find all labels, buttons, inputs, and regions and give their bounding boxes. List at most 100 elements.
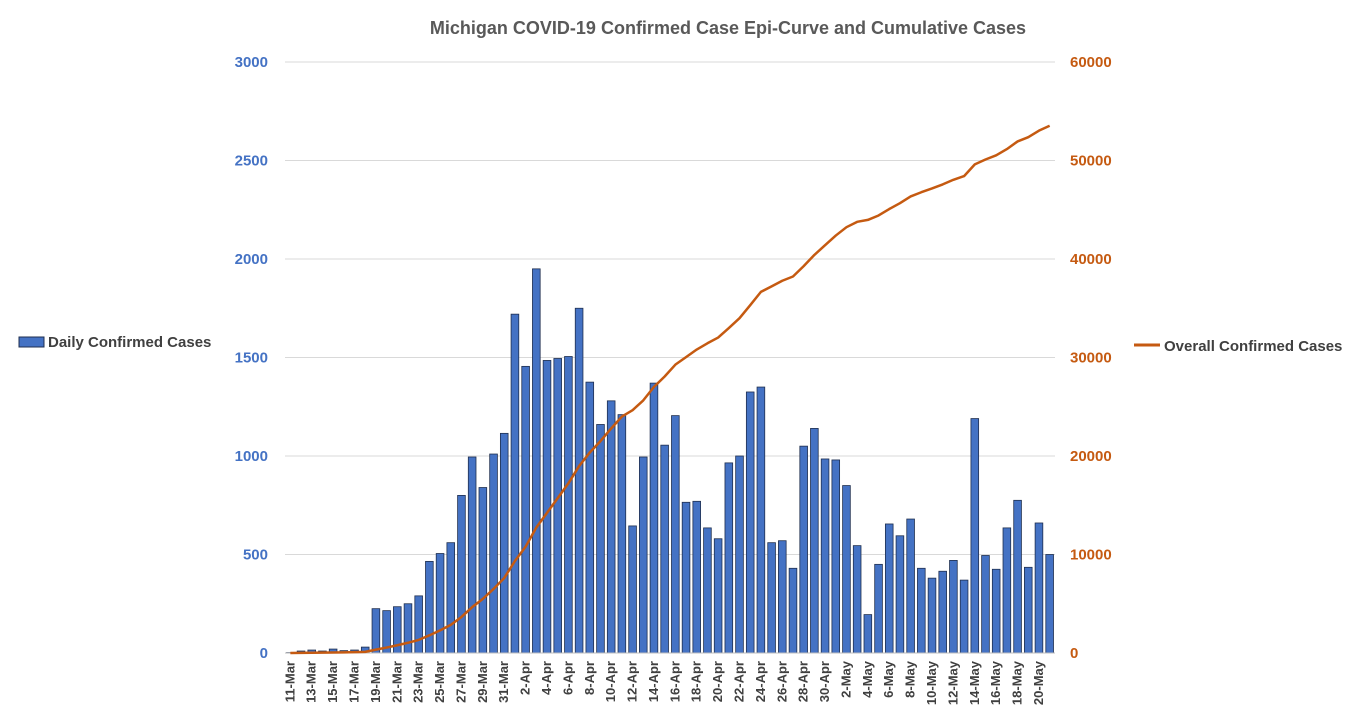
- bar: [949, 560, 958, 654]
- bar: [478, 487, 488, 654]
- x-tick-label: 22-Apr: [732, 661, 747, 702]
- bar: [917, 567, 926, 654]
- bar: [1034, 522, 1044, 654]
- x-tick-label: 8-Apr: [582, 661, 597, 695]
- x-tick-label: 14-Apr: [646, 661, 661, 702]
- left-y-tick-label: 1000: [235, 448, 268, 465]
- bar: [435, 553, 445, 654]
- x-axis-labels: 11-Mar 13-Mar 15-Mar 17-Mar 19-Mar 21-Mar 23-M…: [282, 660, 1046, 705]
- bar: [425, 560, 434, 654]
- bar: [970, 418, 980, 654]
- left-y-axis: 0 500 1000 1500 2000 2500 3000: [235, 54, 268, 662]
- x-tick-label: 12-May: [945, 660, 960, 705]
- left-y-tick-label: 3000: [235, 54, 268, 71]
- x-tick-label: 21-Mar: [389, 661, 404, 703]
- left-y-tick-label: 0: [260, 645, 268, 662]
- bar: [842, 485, 851, 654]
- bar: [649, 382, 659, 654]
- left-y-tick-label: 1500: [235, 350, 268, 367]
- x-tick-label: 15-Mar: [325, 661, 340, 703]
- x-tick-label: 16-May: [988, 660, 1003, 705]
- bar: [628, 525, 637, 654]
- legend-daily-swatch: [18, 336, 45, 348]
- x-tick-label: 12-Apr: [625, 661, 640, 702]
- x-tick-label: 2-Apr: [518, 661, 533, 695]
- x-tick-label: 11-Mar: [282, 661, 297, 702]
- x-tick-label: 20-May: [1031, 660, 1046, 705]
- right-y-tick-label: 60000: [1070, 54, 1112, 71]
- x-tick-label: 6-May: [881, 660, 896, 698]
- bar: [735, 455, 744, 654]
- bar: [467, 456, 477, 654]
- bar: [499, 432, 509, 654]
- bar: [1024, 566, 1033, 654]
- x-tick-label: 18-May: [1010, 660, 1025, 705]
- bar: [606, 400, 616, 654]
- bar: [692, 500, 701, 654]
- bar: [927, 577, 937, 654]
- legend-daily: Daily Confirmed Cases: [18, 334, 211, 351]
- x-tick-label: 2-May: [838, 660, 853, 698]
- x-tick-label: 14-May: [967, 660, 982, 705]
- bar: [446, 542, 456, 654]
- bar: [671, 415, 680, 654]
- bar: [906, 518, 915, 654]
- x-tick-label: 13-Mar: [304, 661, 319, 703]
- bar: [863, 614, 873, 654]
- bar: [542, 360, 552, 654]
- right-y-axis: 0 10000 20000 30000 40000 50000 60000: [1070, 54, 1112, 662]
- bar: [681, 501, 691, 654]
- bar: [617, 414, 627, 654]
- x-tick-label: 6-Apr: [560, 661, 575, 695]
- bar: [585, 381, 595, 654]
- cumulative-line-path: [290, 124, 1051, 655]
- bar: [713, 538, 723, 654]
- right-y-tick-label: 40000: [1070, 251, 1112, 268]
- bar: [596, 424, 605, 654]
- bar: [489, 453, 498, 654]
- right-y-tick-label: 0: [1070, 645, 1078, 662]
- bar: [895, 535, 905, 654]
- bar: [703, 527, 712, 654]
- bar: [959, 579, 969, 654]
- bar: [371, 608, 381, 654]
- bar: [874, 563, 883, 654]
- bar: [457, 494, 466, 654]
- bar: [564, 356, 573, 654]
- x-tick-label: 4-Apr: [539, 661, 554, 695]
- bar: [831, 459, 841, 654]
- legend-overall-label: Overall Confirmed Cases: [1164, 338, 1342, 355]
- x-tick-label: 25-Mar: [432, 661, 447, 703]
- bar: [574, 307, 584, 654]
- bar: [1013, 499, 1022, 654]
- bar: [756, 386, 766, 654]
- x-tick-label: 26-Apr: [774, 661, 789, 702]
- right-y-tick-label: 50000: [1070, 153, 1112, 170]
- x-tick-label: 4-May: [860, 660, 875, 698]
- bar: [884, 523, 894, 654]
- bar: [938, 570, 947, 654]
- x-tick-label: 16-Apr: [667, 661, 682, 702]
- bar: [1045, 554, 1054, 654]
- bar: [521, 365, 530, 654]
- left-y-tick-label: 500: [243, 547, 268, 564]
- bar: [767, 542, 776, 654]
- bar: [1002, 527, 1012, 654]
- x-tick-label: 10-May: [924, 660, 939, 705]
- x-tick-label: 10-Apr: [603, 661, 618, 702]
- right-y-tick-label: 30000: [1070, 350, 1112, 367]
- bar: [852, 545, 862, 654]
- right-y-tick-label: 10000: [1070, 547, 1112, 564]
- gridlines: [285, 61, 1055, 555]
- legend-daily-label: Daily Confirmed Cases: [48, 334, 211, 351]
- bar: [810, 428, 819, 654]
- x-tick-label: 17-Mar: [347, 661, 362, 703]
- x-tick-label: 30-Apr: [817, 661, 832, 702]
- bar: [553, 358, 562, 654]
- x-tick-label: 20-Apr: [710, 661, 725, 702]
- x-tick-label: 8-May: [903, 660, 918, 698]
- x-tick-label: 18-Apr: [689, 661, 704, 702]
- x-tick-label: 29-Mar: [475, 661, 490, 703]
- x-tick-label: 31-Mar: [496, 661, 511, 703]
